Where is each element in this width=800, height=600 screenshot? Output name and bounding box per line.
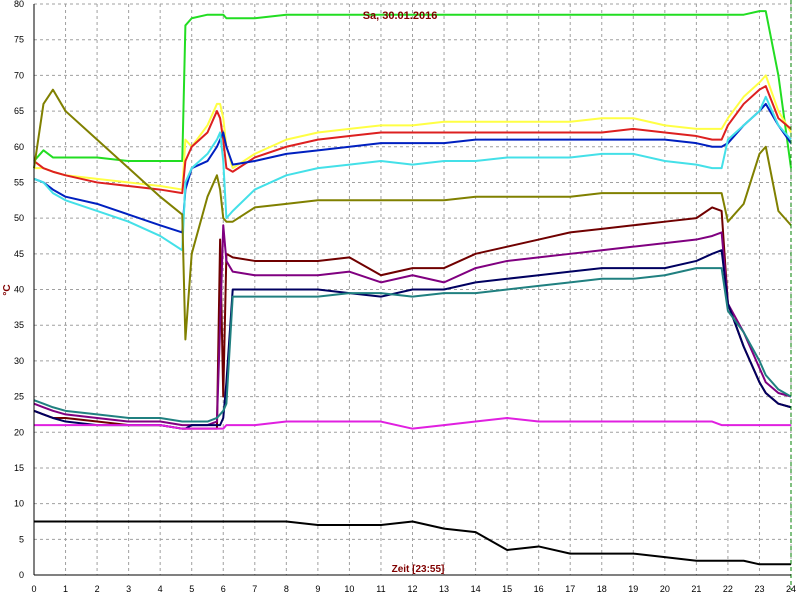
data-line — [34, 520, 791, 566]
x-tick-label: 1 — [63, 584, 68, 594]
data-line — [34, 74, 792, 191]
y-tick-label: 5 — [19, 534, 24, 544]
x-tick-label: 4 — [158, 584, 163, 594]
data-line — [33, 85, 792, 195]
x-tick-label: 0 — [31, 584, 36, 594]
chart-title: Sa, 30.01.2016 — [363, 10, 438, 22]
x-tick-label: 7 — [252, 584, 257, 594]
y-axis-label: °C — [2, 284, 13, 295]
y-tick-label: 25 — [14, 392, 24, 402]
x-tick-label: 12 — [407, 584, 417, 594]
data-line — [33, 88, 792, 341]
x-tick-label: 2 — [95, 584, 100, 594]
x-tick-label: 20 — [660, 584, 670, 594]
data-line — [33, 10, 792, 169]
y-tick-label: 50 — [14, 213, 24, 223]
x-tick-label: 19 — [628, 584, 638, 594]
y-tick-label: 55 — [14, 177, 24, 187]
y-tick-label: 35 — [14, 320, 24, 330]
y-tick-label: 70 — [14, 70, 24, 80]
x-axis-label: Zeit [23:55] — [392, 564, 445, 575]
data-line — [34, 416, 791, 430]
y-tick-label: 45 — [14, 249, 24, 259]
y-tick-label: 15 — [14, 463, 24, 473]
y-tick-label: 40 — [14, 285, 24, 295]
data-line — [33, 267, 792, 423]
y-tick-label: 10 — [14, 499, 24, 509]
x-tick-label: 17 — [565, 584, 575, 594]
x-tick-label: 11 — [376, 584, 385, 594]
y-tick-label: 0 — [19, 570, 24, 580]
x-tick-label: 3 — [126, 584, 131, 594]
data-line — [33, 102, 792, 234]
x-tick-label: 9 — [315, 584, 320, 594]
x-tick-label: 8 — [284, 584, 289, 594]
x-tick-label: 16 — [534, 584, 544, 594]
x-tick-label: 22 — [723, 584, 733, 594]
x-tick-label: 10 — [344, 584, 354, 594]
x-tick-label: 5 — [189, 584, 194, 594]
x-tick-label: 21 — [691, 584, 701, 594]
x-tick-label: 18 — [597, 584, 607, 594]
y-tick-label: 60 — [14, 142, 24, 152]
y-tick-label: 75 — [14, 35, 24, 45]
data-line — [33, 224, 792, 427]
x-tick-label: 13 — [439, 584, 449, 594]
x-tick-label: 23 — [754, 584, 764, 594]
y-tick-label: 30 — [14, 356, 24, 366]
x-tick-label: 15 — [502, 584, 512, 594]
x-tick-label: 6 — [221, 584, 226, 594]
x-tick-label: 14 — [471, 584, 481, 594]
data-line — [33, 95, 792, 252]
y-tick-label: 20 — [14, 427, 24, 437]
y-tick-label: 80 — [14, 0, 24, 9]
y-tick-label: 65 — [14, 106, 24, 116]
